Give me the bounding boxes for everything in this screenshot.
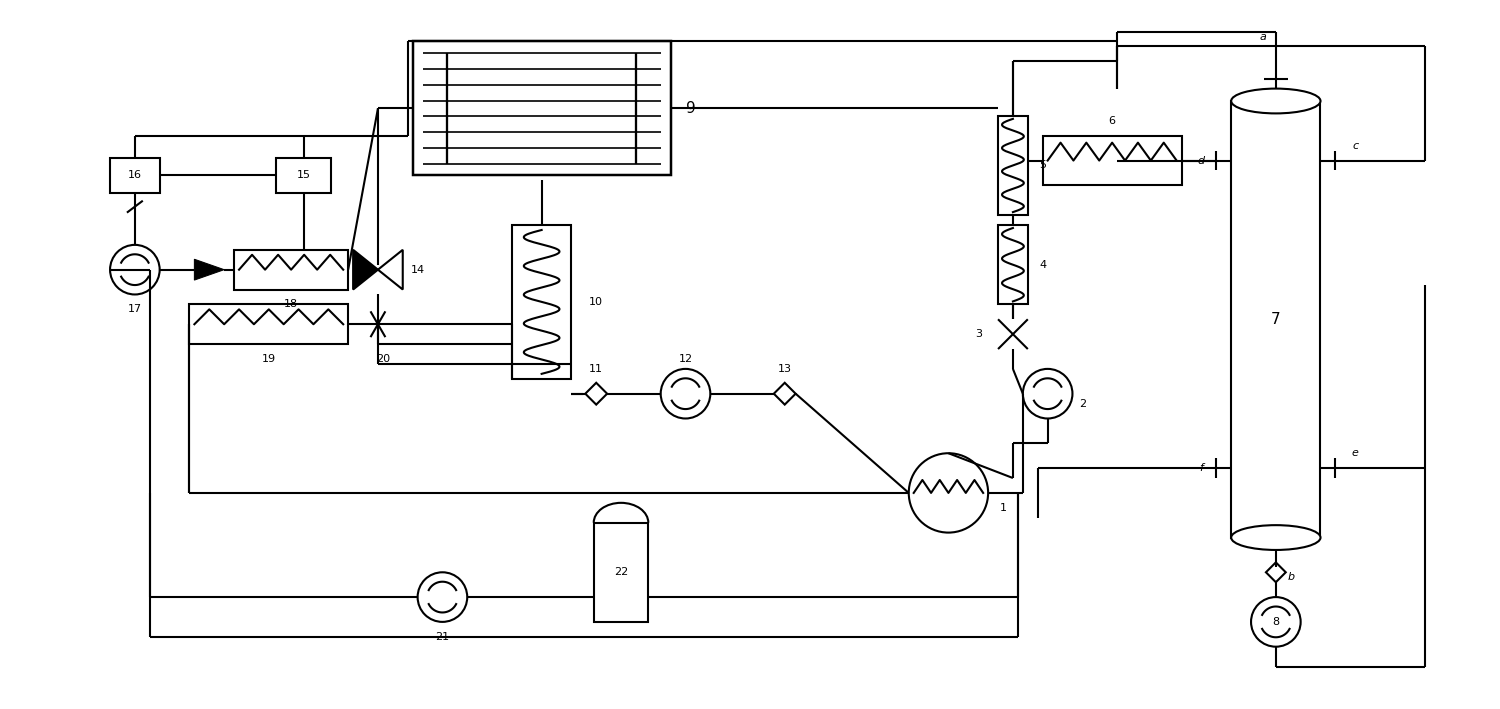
Circle shape <box>909 453 989 532</box>
Text: 13: 13 <box>777 364 792 374</box>
Bar <box>110 158 159 193</box>
Text: 3: 3 <box>975 329 981 339</box>
Text: 1: 1 <box>999 503 1006 513</box>
Text: 19: 19 <box>261 354 276 364</box>
Text: 21: 21 <box>435 632 450 642</box>
Text: 8: 8 <box>1272 617 1280 627</box>
Text: 14: 14 <box>411 264 424 274</box>
Circle shape <box>660 369 711 418</box>
Text: 15: 15 <box>297 170 310 180</box>
Text: 20: 20 <box>376 354 390 364</box>
Circle shape <box>417 572 466 622</box>
Polygon shape <box>585 383 608 405</box>
Text: 16: 16 <box>128 170 142 180</box>
Text: 6: 6 <box>1108 116 1116 125</box>
Ellipse shape <box>1232 89 1320 113</box>
Bar <box>189 304 348 344</box>
Bar <box>594 523 648 622</box>
Text: b: b <box>1287 572 1294 582</box>
Text: 5: 5 <box>1040 160 1046 170</box>
Ellipse shape <box>1232 525 1320 550</box>
Bar <box>998 225 1028 304</box>
Text: 11: 11 <box>590 364 603 374</box>
Text: f: f <box>1200 463 1203 473</box>
Bar <box>413 41 670 175</box>
Bar <box>1232 101 1320 537</box>
Bar <box>234 250 348 289</box>
Text: 10: 10 <box>590 297 603 307</box>
Circle shape <box>1251 597 1300 647</box>
Text: c: c <box>1352 140 1359 150</box>
Text: 2: 2 <box>1078 398 1086 408</box>
Text: d: d <box>1198 155 1204 165</box>
Polygon shape <box>352 250 378 289</box>
Text: a: a <box>1258 31 1266 42</box>
Text: 22: 22 <box>614 567 628 577</box>
Polygon shape <box>774 383 795 405</box>
Circle shape <box>110 245 159 294</box>
Text: 17: 17 <box>128 304 142 314</box>
Circle shape <box>1023 369 1072 418</box>
Polygon shape <box>195 259 223 280</box>
Text: 9: 9 <box>686 101 696 116</box>
Text: 4: 4 <box>1040 259 1047 269</box>
Polygon shape <box>378 250 402 289</box>
Text: 18: 18 <box>284 299 298 309</box>
Text: 12: 12 <box>678 354 693 364</box>
Bar <box>1042 135 1182 185</box>
Bar <box>276 158 332 193</box>
Text: e: e <box>1352 448 1359 458</box>
Bar <box>998 116 1028 215</box>
Polygon shape <box>1266 562 1286 582</box>
Text: 7: 7 <box>1270 312 1281 327</box>
Bar <box>512 225 572 379</box>
